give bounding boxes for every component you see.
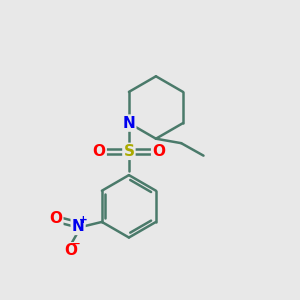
Text: O: O [93,144,106,159]
Text: N: N [72,219,85,234]
Text: O: O [49,212,62,226]
Text: N: N [122,116,135,130]
Text: +: + [79,215,88,225]
Text: S: S [123,144,134,159]
Text: O: O [152,144,165,159]
Text: O: O [64,243,77,258]
Text: −: − [72,239,80,249]
